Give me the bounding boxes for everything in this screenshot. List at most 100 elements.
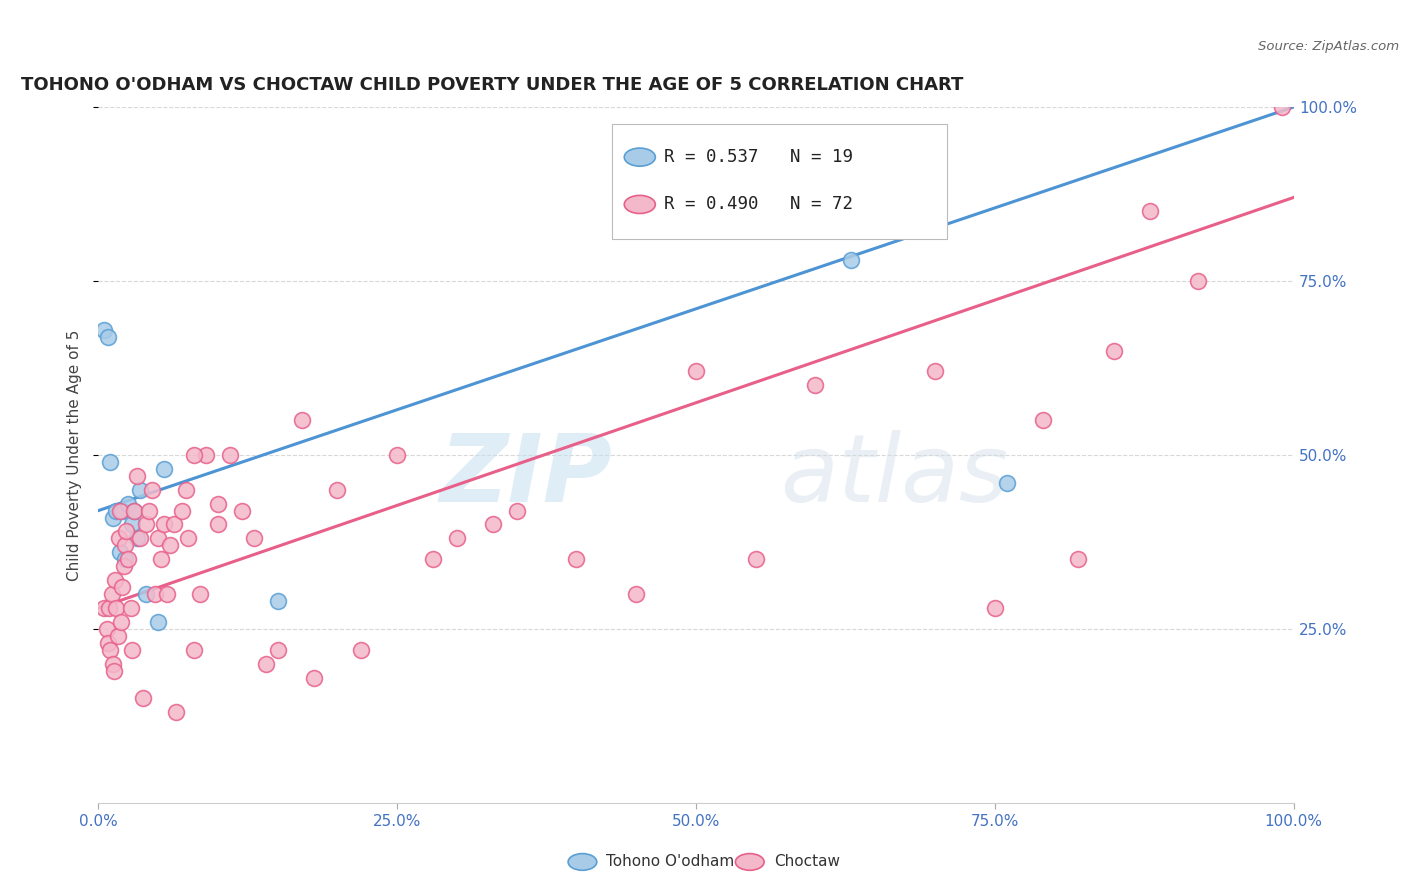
Point [155,587,177,601]
Circle shape [568,854,596,871]
Point [108,503,131,517]
Point [93,323,115,337]
Point [125,468,148,483]
Point [924,364,946,378]
Text: Choctaw: Choctaw [773,855,839,870]
Point [1104,343,1126,358]
Point [107,629,129,643]
Text: TOHONO O'ODHAM VS CHOCTAW CHILD POVERTY UNDER THE AGE OF 5 CORRELATION CHART: TOHONO O'ODHAM VS CHOCTAW CHILD POVERTY … [21,77,963,95]
Point [149,552,172,566]
Point [350,642,373,657]
Text: atlas: atlas [779,430,1008,521]
Circle shape [735,854,763,871]
Point [98,455,122,469]
Point [124,503,146,517]
Point [254,657,277,671]
Point [96,622,118,636]
Point [110,615,132,629]
Point [183,448,205,462]
Point [104,573,127,587]
Point [326,483,349,497]
Point [195,448,218,462]
Point [124,503,146,517]
Point [141,483,163,497]
Point [121,642,143,657]
Point [112,559,135,574]
Point [188,587,211,601]
Circle shape [624,195,655,213]
Point [97,636,120,650]
Point [1032,413,1054,427]
Point [745,552,768,566]
Point [219,448,242,462]
Point [135,587,157,601]
Point [995,475,1018,490]
Point [183,642,205,657]
Point [243,532,266,546]
Point [131,691,153,706]
Point [267,594,290,608]
Point [804,378,827,392]
Point [117,552,139,566]
Point [121,517,143,532]
Point [565,552,588,566]
Point [97,329,120,343]
Point [129,483,152,497]
Text: Source: ZipAtlas.com: Source: ZipAtlas.com [1258,40,1399,54]
Point [984,601,1007,615]
Point [302,671,325,685]
Point [115,524,138,539]
Point [100,587,122,601]
Point [114,552,136,566]
Point [506,503,529,517]
Point [143,587,166,601]
Point [98,601,121,615]
Point [172,503,194,517]
Circle shape [624,148,655,166]
Point [1271,100,1294,114]
Point [101,510,124,524]
Point [174,483,197,497]
Point [177,532,200,546]
Point [111,580,134,594]
Text: Tohono O'odham: Tohono O'odham [606,855,734,870]
Point [129,532,152,546]
Point [120,601,142,615]
Point [135,517,157,532]
Point [1139,204,1161,219]
Point [153,462,176,476]
Point [1187,274,1209,288]
Point [125,532,148,546]
Point [165,706,187,720]
Point [107,532,129,546]
Point [163,517,186,532]
Point [105,601,128,615]
Point [422,552,444,566]
Text: ZIP: ZIP [440,430,613,522]
Point [148,532,170,546]
Point [207,497,229,511]
Point [481,517,505,532]
Point [93,601,115,615]
FancyBboxPatch shape [613,124,948,239]
Point [385,448,409,462]
Y-axis label: Child Poverty Under the Age of 5: Child Poverty Under the Age of 5 [67,329,83,581]
Point [108,545,131,559]
Point [101,657,124,671]
Point [148,615,170,629]
Point [114,538,136,552]
Text: R = 0.537   N = 19: R = 0.537 N = 19 [664,148,852,166]
Point [153,517,176,532]
Point [291,413,314,427]
Point [138,503,160,517]
Point [685,364,707,378]
Point [103,664,125,678]
Point [105,503,128,517]
Point [111,503,134,517]
Point [159,538,181,552]
Point [446,532,468,546]
Point [231,503,253,517]
Text: R = 0.490   N = 72: R = 0.490 N = 72 [664,195,852,213]
Point [841,253,863,268]
Point [98,642,122,657]
